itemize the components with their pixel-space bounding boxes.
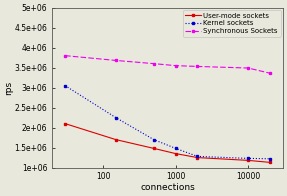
Line: Synchronous Sockets: Synchronous Sockets [64,54,272,75]
Synchronous Sockets [174,64,177,67]
User-mode sockets [247,159,250,162]
User-mode sockets [114,138,118,141]
Line: User-mode sockets: User-mode sockets [64,122,272,164]
Kernel sockets [196,155,199,158]
User-mode sockets [152,147,156,150]
Synchronous Sockets [247,67,250,69]
Synchronous Sockets [268,72,272,74]
Kernel sockets [152,138,156,141]
Y-axis label: rps: rps [4,81,13,95]
Kernel sockets [174,147,177,150]
Line: Kernel sockets: Kernel sockets [64,84,272,160]
Kernel sockets [247,157,250,160]
Kernel sockets [114,116,118,119]
Synchronous Sockets [152,63,156,65]
User-mode sockets [196,156,199,159]
X-axis label: connections: connections [140,183,195,192]
User-mode sockets [268,161,272,164]
Synchronous Sockets [114,59,118,62]
Legend: User-mode sockets, Kernel sockets, Synchronous Sockets: User-mode sockets, Kernel sockets, Synch… [183,10,281,37]
User-mode sockets [63,122,67,125]
Kernel sockets [268,158,272,160]
Kernel sockets [63,84,67,87]
User-mode sockets [174,152,177,155]
Synchronous Sockets [63,54,67,57]
Synchronous Sockets [196,65,199,68]
